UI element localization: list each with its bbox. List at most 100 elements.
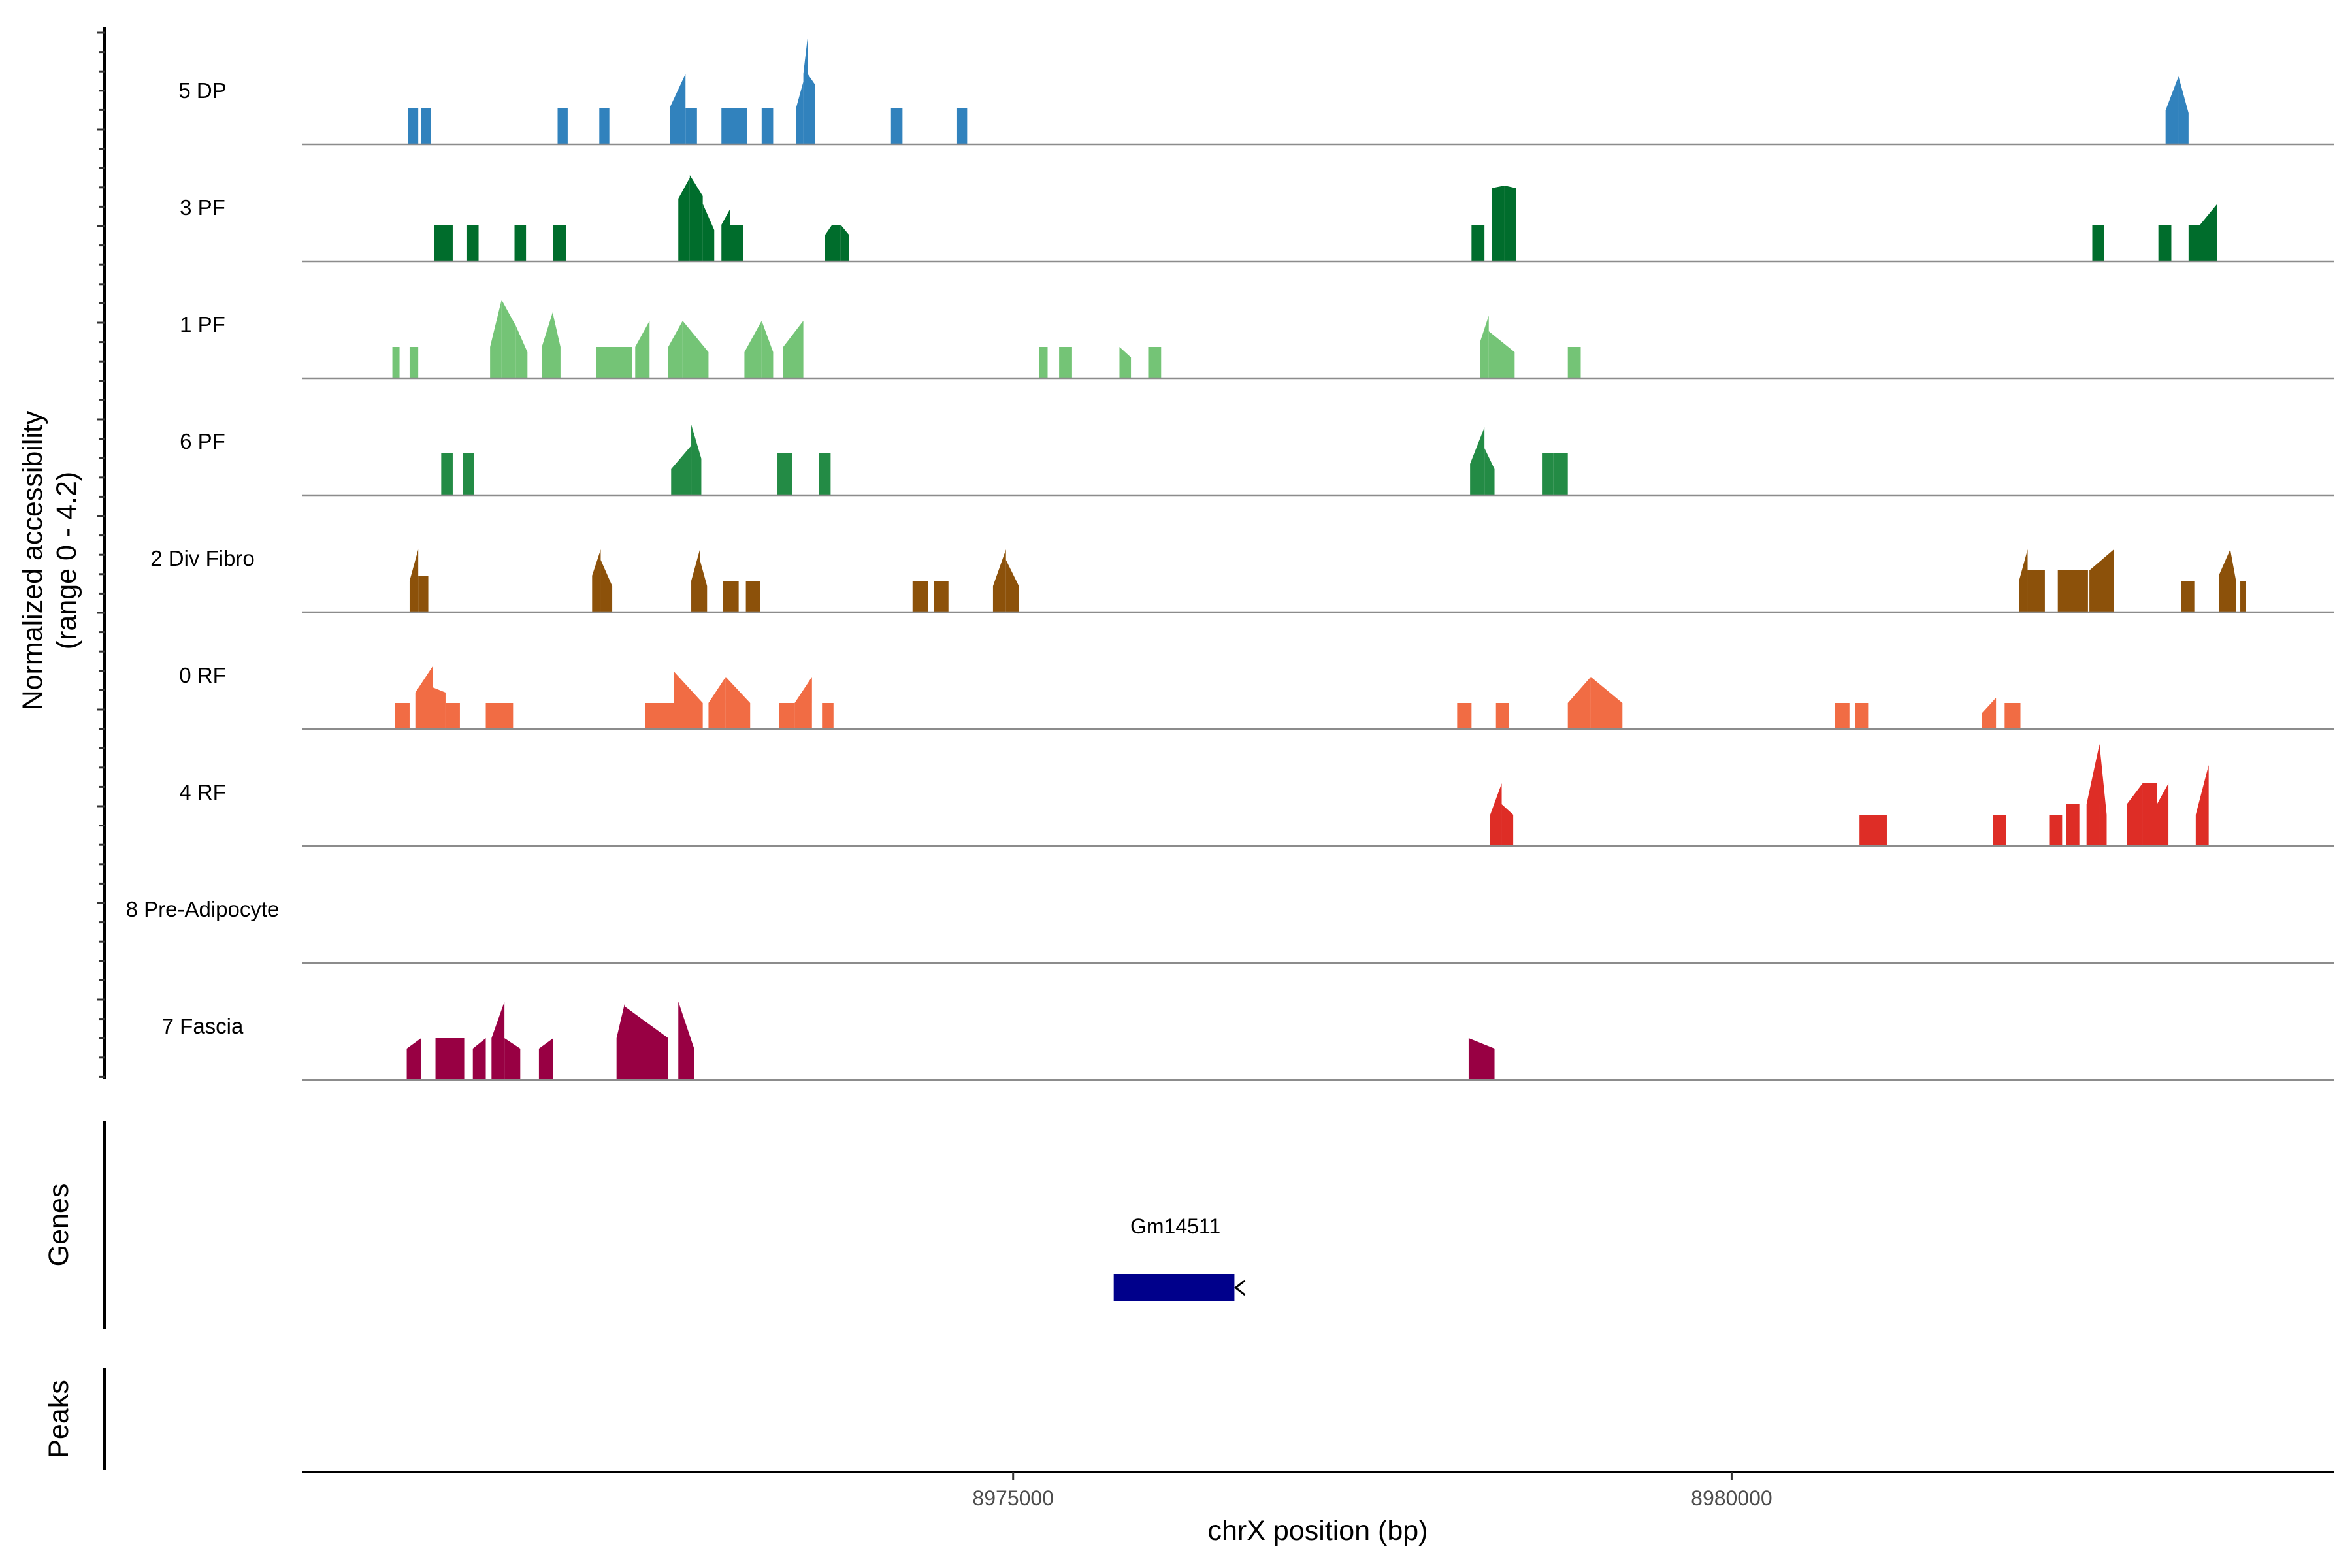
accessibility-peak [2027, 570, 2045, 612]
accessibility-peak [1855, 703, 1869, 729]
accessibility-peak [557, 108, 568, 144]
accessibility-peak [794, 677, 812, 729]
accessibility-peak [1471, 225, 1485, 261]
accessibility-peak [542, 310, 553, 378]
accessibility-peak [433, 687, 446, 729]
accessibility-peak [409, 347, 419, 378]
accessibility-peak [761, 108, 774, 144]
accessibility-peak [691, 425, 702, 495]
accessibility-peak [515, 326, 528, 378]
accessibility-peak [504, 1038, 521, 1080]
accessibility-peak [538, 1038, 553, 1080]
accessibility-peak [514, 225, 527, 261]
accessibility-peak [1501, 804, 1514, 846]
accessibility-peak [670, 74, 686, 144]
accessibility-peak [1859, 815, 1887, 846]
accessibility-peak [2019, 549, 2028, 612]
track-label: 0 RF [179, 663, 226, 687]
accessibility-peak [1039, 347, 1048, 378]
track-label: 4 RF [179, 780, 226, 804]
accessibility-peak [1119, 347, 1132, 378]
accessibility-peak [600, 560, 613, 612]
accessibility-peak [2157, 783, 2169, 846]
accessibility-peak [1457, 703, 1472, 729]
accessibility-peak [1470, 427, 1485, 495]
accessibility-peak [2142, 783, 2157, 846]
accessibility-peak [2195, 765, 2209, 846]
accessibility-peak [1148, 347, 1162, 378]
accessibility-peak [408, 108, 419, 144]
accessibility-peak [761, 321, 774, 378]
accessibility-peak [685, 108, 697, 144]
track-label: 8 Pre-Adipocyte [126, 897, 280, 921]
accessibility-peak [2127, 783, 2143, 846]
accessibility-peak [2200, 204, 2217, 261]
accessibility-peak [2066, 804, 2080, 846]
accessibility-peak [1835, 703, 1850, 729]
y-axis-title: Normalized accessibility [17, 410, 48, 710]
accessibility-peak [2004, 703, 2021, 729]
accessibility-peak [491, 1002, 505, 1080]
gene-strand-arrow [1234, 1279, 1246, 1296]
accessibility-peak [723, 581, 739, 612]
accessibility-peak [599, 108, 610, 144]
accessibility-peak [671, 446, 692, 495]
accessibility-peak [1553, 453, 1568, 495]
track-label: 5 DP [178, 78, 226, 103]
track-label: 1 PF [180, 312, 225, 336]
accessibility-peak [819, 453, 831, 495]
accessibility-peak [463, 453, 474, 495]
accessibility-peak [616, 1002, 625, 1080]
accessibility-peak [678, 1002, 694, 1080]
genes-panel-label: Genes [43, 1184, 74, 1267]
accessibility-peak [625, 1007, 668, 1080]
peaks-panel-label: Peaks [43, 1380, 74, 1458]
x-tick-label: 8980000 [1691, 1486, 1772, 1510]
accessibility-peak [1567, 677, 1591, 729]
accessibility-peak [1468, 1038, 1495, 1080]
accessibility-peak [779, 703, 795, 729]
accessibility-peak [2158, 225, 2172, 261]
accessibility-peak [635, 321, 650, 378]
accessibility-peak [744, 321, 762, 378]
accessibility-peak [803, 37, 808, 144]
accessibility-peak [485, 703, 514, 729]
accessibility-peak [2099, 744, 2107, 846]
accessibility-peak [808, 74, 815, 144]
y-axis-subtitle: (range 0 - 4.2) [51, 472, 82, 649]
accessibility-peak [1490, 783, 1502, 846]
accessibility-peak [691, 549, 700, 612]
accessibility-peak [1590, 677, 1623, 729]
track-label: 2 Div Fibro [150, 546, 255, 570]
accessibility-peak [441, 453, 453, 495]
accessibility-peak [992, 549, 1006, 612]
track-label: 6 PF [180, 429, 225, 453]
accessibility-peak [678, 178, 690, 261]
accessibility-peak [1982, 698, 1997, 729]
accessibility-peak [1480, 316, 1489, 378]
accessibility-peak [890, 108, 903, 144]
accessibility-peak [392, 347, 400, 378]
coverage-y-ticks [97, 31, 105, 1078]
accessibility-peak [1993, 815, 2006, 846]
track-label: 3 PF [180, 195, 225, 220]
x-axis-ticks: 8975000 8980000 [972, 1472, 1772, 1510]
gene-name-label: Gm14511 [1130, 1215, 1220, 1238]
accessibility-peak [2165, 76, 2179, 144]
accessibility-peak [406, 1038, 421, 1080]
accessibility-peak [2230, 549, 2236, 612]
accessibility-peak [1005, 560, 1019, 612]
accessibility-peak [501, 300, 516, 378]
accessibility-peak [490, 300, 502, 378]
accessibility-peak [2086, 744, 2100, 846]
accessibility-peak [421, 108, 431, 144]
gene-gm14511-body [1113, 1274, 1235, 1301]
accessibility-peak [708, 677, 726, 729]
accessibility-peak [721, 108, 747, 144]
accessibility-peak [409, 549, 419, 612]
accessibility-peak [2092, 225, 2104, 261]
accessibility-peak [395, 703, 410, 729]
accessibility-peak [2181, 581, 2195, 612]
accessibility-peak [2188, 225, 2200, 261]
